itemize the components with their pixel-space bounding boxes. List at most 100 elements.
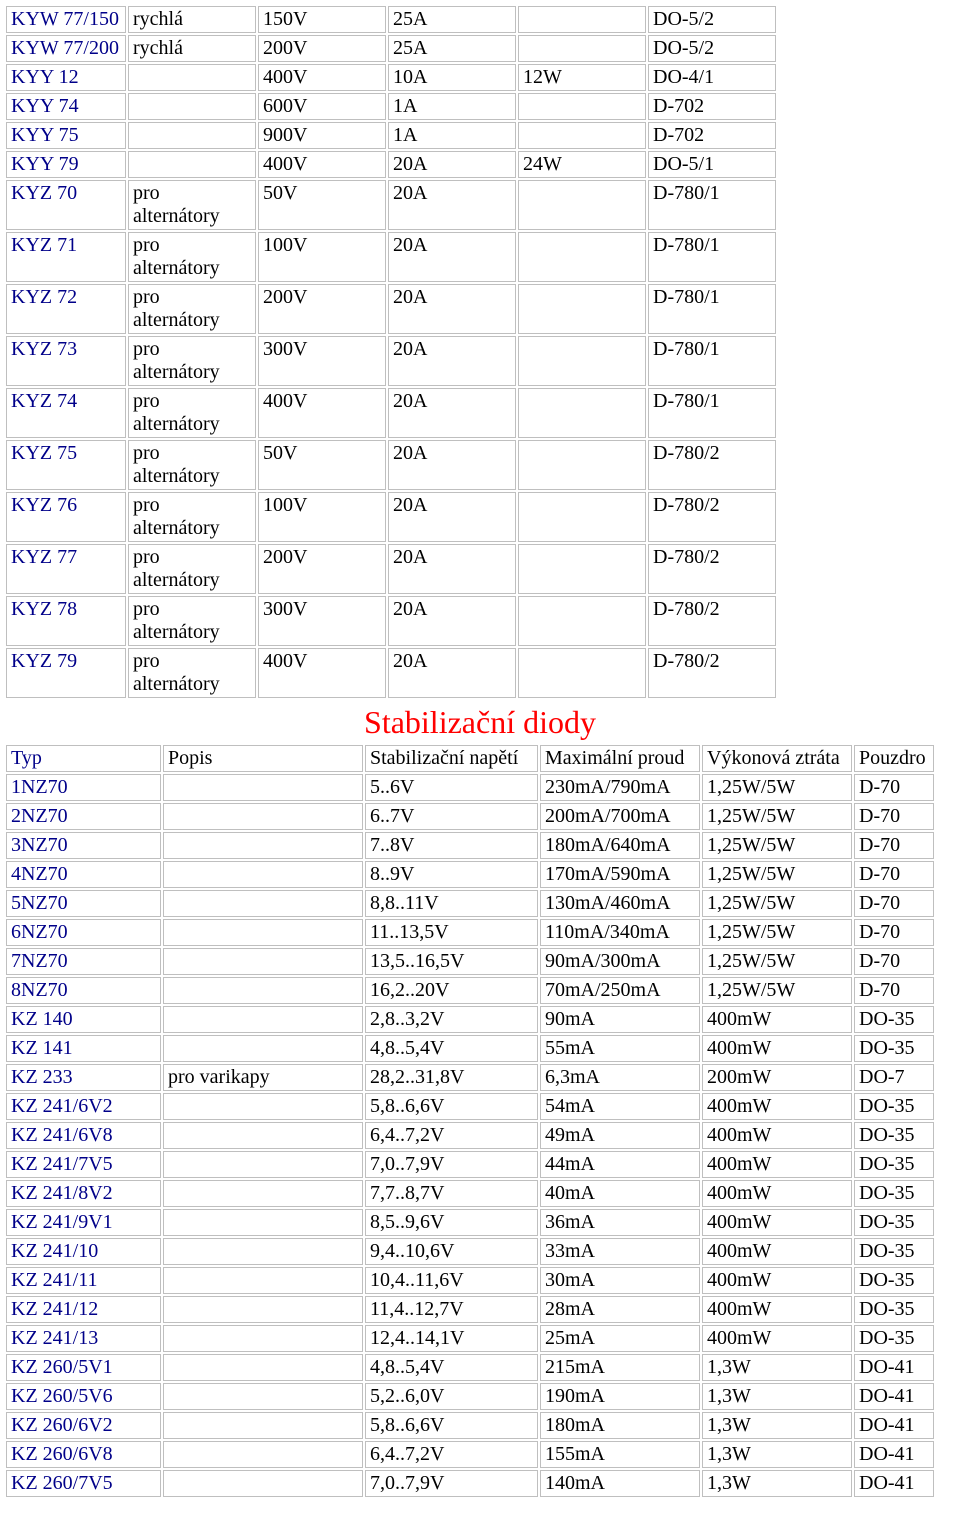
type-link[interactable]: KZ 260/5V6 <box>11 1385 113 1407</box>
type-link[interactable]: KYW 77/200 <box>11 37 119 59</box>
type-link[interactable]: KZ 241/9V1 <box>11 1211 113 1233</box>
table-cell: 1,25W/5W <box>702 832 852 859</box>
table-cell: 25mA <box>540 1325 700 1352</box>
type-link[interactable]: 1NZ70 <box>11 776 68 798</box>
table-cell: DO-5/2 <box>648 35 776 62</box>
type-link[interactable]: KYZ 71 <box>11 234 77 256</box>
table-cell: 28,2..31,8V <box>365 1064 538 1091</box>
type-link[interactable]: KZ 140 <box>11 1008 73 1030</box>
table-cell: DO-4/1 <box>648 64 776 91</box>
table-cell: DO-35 <box>854 1325 934 1352</box>
table-cell: pro alternátory <box>128 596 256 646</box>
table-cell <box>163 948 363 975</box>
type-link[interactable]: KYY 74 <box>11 95 79 117</box>
table-cell: 215mA <box>540 1354 700 1381</box>
type-link[interactable]: KYZ 76 <box>11 494 77 516</box>
type-link[interactable]: KYZ 74 <box>11 390 77 412</box>
table-cell: 10A <box>388 64 516 91</box>
type-link[interactable]: KZ 241/7V5 <box>11 1153 113 1175</box>
table-cell: Výkonová ztráta <box>702 745 852 772</box>
table-cell: D-70 <box>854 890 934 917</box>
table-row: KYZ 78pro alternátory300V20A D-780/2 <box>6 596 776 646</box>
table-cell: pro alternátory <box>128 232 256 282</box>
table-cell: DO-35 <box>854 1093 934 1120</box>
table-cell: KYZ 79 <box>6 648 126 698</box>
type-link[interactable]: KYY 12 <box>11 66 79 88</box>
table-cell: KYZ 71 <box>6 232 126 282</box>
type-link[interactable]: KZ 233 <box>11 1066 73 1088</box>
table-cell <box>518 93 646 120</box>
type-link[interactable]: KYZ 78 <box>11 598 77 620</box>
type-link[interactable]: KYW 77/150 <box>11 8 119 30</box>
table-cell <box>163 1412 363 1439</box>
type-link[interactable]: 2NZ70 <box>11 805 68 827</box>
table-cell: 1,3W <box>702 1383 852 1410</box>
table-cell: KZ 260/7V5 <box>6 1470 161 1497</box>
type-link[interactable]: KZ 241/12 <box>11 1298 98 1320</box>
table-cell: 7,0..7,9V <box>365 1470 538 1497</box>
type-link[interactable]: KZ 141 <box>11 1037 73 1059</box>
table-cell: 90mA <box>540 1006 700 1033</box>
table-row: KYZ 74pro alternátory400V20A D-780/1 <box>6 388 776 438</box>
table-cell: 20A <box>388 284 516 334</box>
type-link[interactable]: KYY 79 <box>11 153 79 175</box>
table-cell <box>518 648 646 698</box>
type-link[interactable]: KZ 241/6V2 <box>11 1095 113 1117</box>
table-cell: 30mA <box>540 1267 700 1294</box>
table-cell: 400mW <box>702 1122 852 1149</box>
table-cell: 12W <box>518 64 646 91</box>
type-link[interactable]: KZ 260/6V2 <box>11 1414 113 1436</box>
table-cell: KYW 77/200 <box>6 35 126 62</box>
type-link[interactable]: KZ 241/8V2 <box>11 1182 113 1204</box>
table-row: KZ 260/5V6 5,2..6,0V190mA1,3WDO-41 <box>6 1383 934 1410</box>
table-cell: pro alternátory <box>128 440 256 490</box>
type-link[interactable]: KZ 241/11 <box>11 1269 97 1291</box>
type-link[interactable]: 6NZ70 <box>11 921 68 943</box>
table-cell: KYY 74 <box>6 93 126 120</box>
table-cell <box>518 35 646 62</box>
type-link[interactable]: KYZ 72 <box>11 286 77 308</box>
table-cell <box>518 544 646 594</box>
table-cell: DO-5/2 <box>648 6 776 33</box>
table-row: 4NZ70 8..9V170mA/590mA1,25W/5WD-70 <box>6 861 934 888</box>
type-link[interactable]: KYZ 79 <box>11 650 77 672</box>
type-link[interactable]: 3NZ70 <box>11 834 68 856</box>
table-cell: 50V <box>258 180 386 230</box>
table-cell: 400V <box>258 648 386 698</box>
table-cell: 25A <box>388 35 516 62</box>
type-link[interactable]: 5NZ70 <box>11 892 68 914</box>
table-cell: 1,25W/5W <box>702 919 852 946</box>
type-link[interactable]: KYZ 70 <box>11 182 77 204</box>
table-cell: 16,2..20V <box>365 977 538 1004</box>
table-cell: 90mA/300mA <box>540 948 700 975</box>
table-cell: 20A <box>388 648 516 698</box>
type-link[interactable]: KZ 260/7V5 <box>11 1472 113 1494</box>
type-link[interactable]: KZ 241/13 <box>11 1327 98 1349</box>
table-cell <box>128 122 256 149</box>
table-cell: 200V <box>258 35 386 62</box>
type-link[interactable]: KZ 260/6V8 <box>11 1443 113 1465</box>
table-row: KYZ 76pro alternátory100V20A D-780/2 <box>6 492 776 542</box>
table-row: KZ 241/11 10,4..11,6V30mA400mWDO-35 <box>6 1267 934 1294</box>
table-cell: 400mW <box>702 1325 852 1352</box>
type-link[interactable]: KZ 241/10 <box>11 1240 98 1262</box>
table-row: KYY 79 400V20A24WDO-5/1 <box>6 151 776 178</box>
type-link[interactable]: KYZ 75 <box>11 442 77 464</box>
table-cell: KYZ 76 <box>6 492 126 542</box>
type-link[interactable]: 7NZ70 <box>11 950 68 972</box>
table-cell: pro alternátory <box>128 648 256 698</box>
type-link[interactable]: 8NZ70 <box>11 979 68 1001</box>
table-cell: DO-35 <box>854 1238 934 1265</box>
type-link[interactable]: KYZ 77 <box>11 546 77 568</box>
type-link[interactable]: KZ 260/5V1 <box>11 1356 113 1378</box>
type-link[interactable]: KYZ 73 <box>11 338 77 360</box>
table-cell <box>163 774 363 801</box>
type-link[interactable]: KYY 75 <box>11 124 79 146</box>
table-cell <box>163 1354 363 1381</box>
table-cell: 1,3W <box>702 1470 852 1497</box>
table-cell: 8..9V <box>365 861 538 888</box>
type-link[interactable]: KZ 241/6V8 <box>11 1124 113 1146</box>
table-cell: 2,8..3,2V <box>365 1006 538 1033</box>
type-link[interactable]: 4NZ70 <box>11 863 68 885</box>
table-row: KZ 260/6V2 5,8..6,6V180mA1,3WDO-41 <box>6 1412 934 1439</box>
